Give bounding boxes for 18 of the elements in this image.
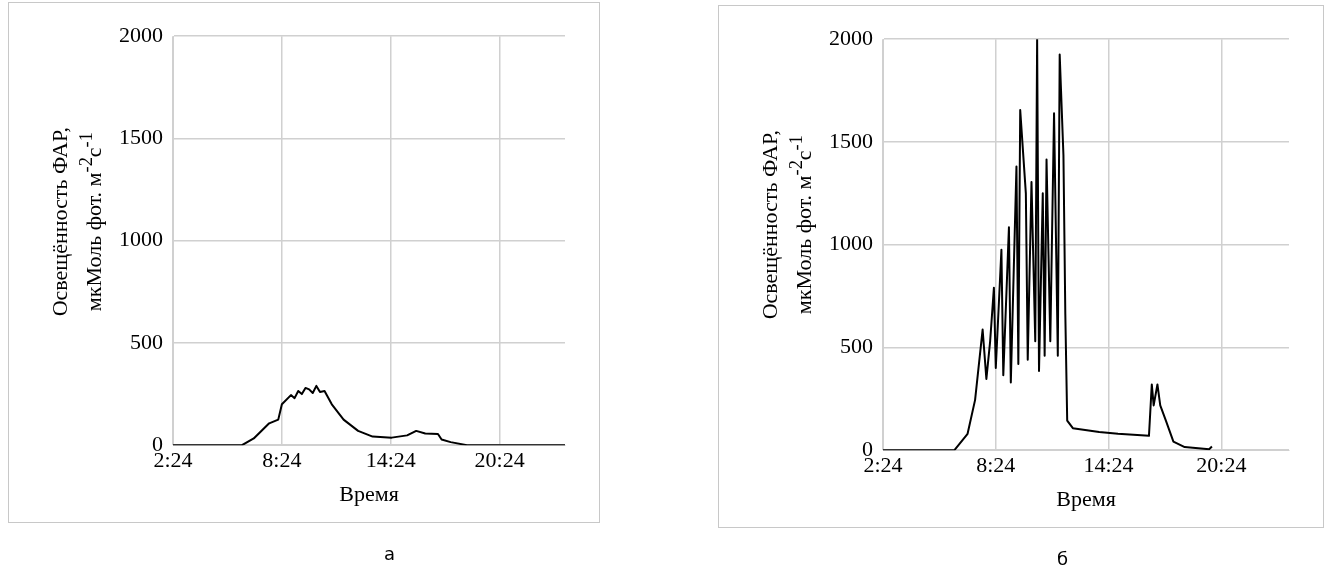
y-tick-label: 500 (840, 333, 873, 359)
y-tick-label: 2000 (119, 21, 163, 47)
y-tick-label: 500 (130, 328, 163, 354)
x-tick-label: 14:24 (1083, 452, 1134, 478)
y-tick-label: 1500 (829, 127, 873, 153)
x-axis-title: Время (339, 480, 399, 506)
x-tick-label: 8:24 (262, 447, 302, 473)
x-tick-label: 20:24 (1196, 452, 1247, 478)
y-tick-label: 2000 (829, 24, 873, 50)
x-tick-label: 20:24 (474, 447, 525, 473)
x-tick-label: 14:24 (365, 447, 416, 473)
x-axis-title: Время (1056, 485, 1116, 511)
x-tick-label: 8:24 (976, 452, 1016, 478)
y-tick-label: 1000 (119, 226, 163, 252)
text: а (384, 543, 396, 564)
y-tick-label: 1500 (119, 124, 163, 150)
text: б (1057, 548, 1069, 569)
y-tick-label: 1000 (829, 230, 873, 256)
